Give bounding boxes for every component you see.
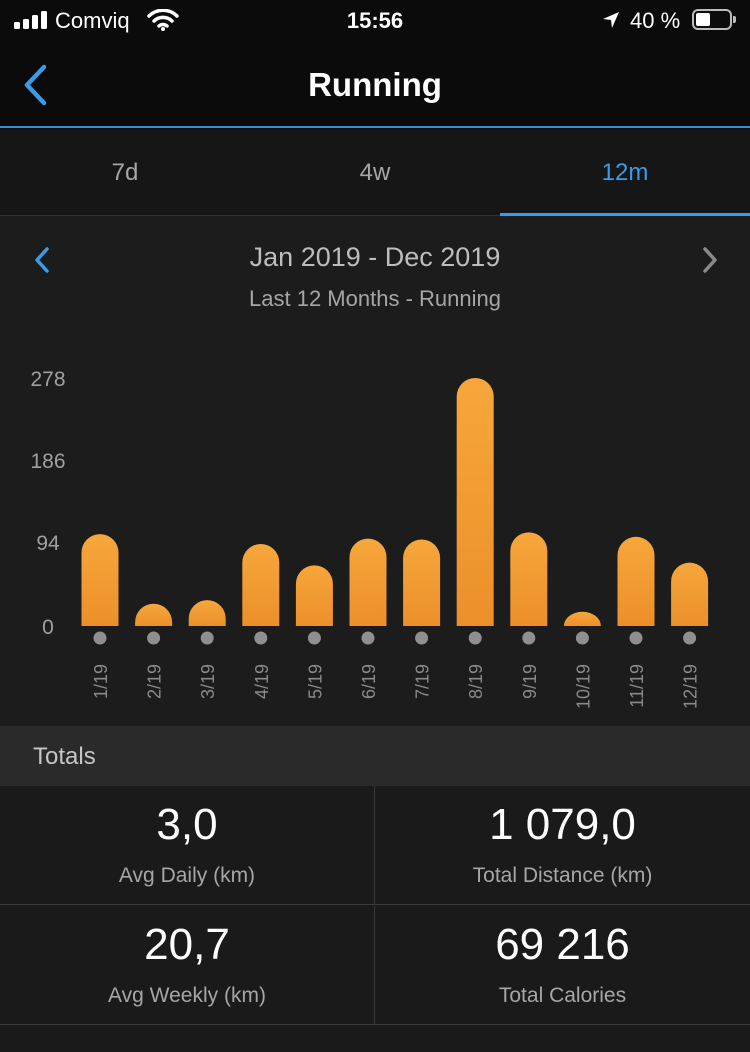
previous-period-button[interactable] bbox=[22, 240, 62, 280]
x-tick-label: 8/19 bbox=[466, 664, 486, 699]
bar-marker-dot[interactable] bbox=[307, 631, 321, 645]
bar-marker-dot[interactable] bbox=[415, 631, 429, 645]
bar-marker-dot[interactable] bbox=[683, 631, 697, 645]
chevron-left-icon bbox=[24, 64, 47, 106]
y-tick-label: 0 bbox=[42, 616, 54, 639]
wifi-icon bbox=[147, 9, 179, 31]
bar-12-19[interactable] bbox=[671, 562, 709, 626]
location-arrow-icon bbox=[603, 12, 619, 28]
bar-marker-dot[interactable] bbox=[361, 631, 375, 645]
y-tick-label: 186 bbox=[30, 450, 65, 473]
bar-9-19[interactable] bbox=[510, 532, 548, 626]
bar-marker-dot[interactable] bbox=[93, 631, 107, 645]
x-tick-label: 5/19 bbox=[305, 664, 325, 699]
stat-value: 20,7 bbox=[144, 920, 230, 969]
totals-header: Totals bbox=[0, 726, 750, 786]
bar-10-19[interactable] bbox=[563, 611, 601, 626]
bar-marker-dot[interactable] bbox=[147, 631, 161, 645]
nav-bar: Running bbox=[0, 42, 750, 128]
period-tabs: 7d 4w 12m bbox=[0, 130, 750, 216]
x-tick-label: 11/19 bbox=[627, 664, 647, 708]
stat-value: 1 079,0 bbox=[489, 800, 636, 849]
stat-label: Avg Weekly (km) bbox=[108, 984, 266, 1007]
bar-3-19[interactable] bbox=[188, 600, 226, 626]
chevron-right-icon bbox=[703, 247, 717, 273]
bar-11-19[interactable] bbox=[617, 536, 655, 626]
tab-4w[interactable]: 4w bbox=[359, 158, 391, 186]
x-tick-label: 7/19 bbox=[413, 664, 433, 699]
x-tick-label: 1/19 bbox=[91, 664, 111, 699]
monthly-distance-chart: 0 94 186 278 1/19 2/19 3/19 4/19 5/19 6/19 7/19 8/1… bbox=[30, 368, 709, 709]
stat-total-distance: 1 079,0 Total Distance (km) bbox=[375, 786, 750, 905]
x-tick-label: 12/19 bbox=[681, 664, 701, 709]
stat-total-calories: 69 216 Total Calories bbox=[375, 906, 750, 1025]
x-tick-label: 10/19 bbox=[573, 664, 593, 709]
status-bar: Comviq 15:56 40 % bbox=[0, 0, 750, 42]
date-range: Jan 2019 - Dec 2019 bbox=[249, 242, 501, 272]
bar-6-19[interactable] bbox=[349, 538, 387, 626]
signal-icon bbox=[14, 11, 48, 29]
stat-value: 3,0 bbox=[156, 800, 218, 849]
chart-panel: Jan 2019 - Dec 2019 Last 12 Months - Run… bbox=[0, 216, 750, 726]
stat-value: 69 216 bbox=[495, 920, 630, 969]
bar-7-19[interactable] bbox=[403, 539, 441, 626]
bar-8-19[interactable] bbox=[456, 378, 494, 626]
bar-marker-dot[interactable] bbox=[522, 631, 536, 645]
y-tick-label: 94 bbox=[36, 532, 60, 555]
x-tick-label: 9/19 bbox=[520, 664, 540, 699]
stat-avg-daily: 3,0 Avg Daily (km) bbox=[0, 786, 375, 905]
chart-subtitle: Last 12 Months - Running bbox=[249, 286, 501, 311]
bar-marker-dot[interactable] bbox=[468, 631, 482, 645]
x-tick-label: 4/19 bbox=[252, 664, 272, 699]
back-button[interactable] bbox=[10, 58, 60, 112]
bar-marker-dot[interactable] bbox=[575, 631, 589, 645]
x-tick-label: 6/19 bbox=[359, 664, 379, 699]
page-title: Running bbox=[308, 66, 442, 103]
carrier-name: Comviq bbox=[55, 8, 130, 33]
bar-4-19[interactable] bbox=[242, 543, 280, 626]
x-tick-label: 2/19 bbox=[145, 664, 165, 699]
stat-avg-weekly: 20,7 Avg Weekly (km) bbox=[0, 906, 375, 1025]
clock: 15:56 bbox=[346, 8, 404, 33]
y-tick-label: 278 bbox=[30, 368, 65, 391]
battery-icon bbox=[692, 9, 736, 30]
bar-2-19[interactable] bbox=[135, 603, 173, 626]
totals-grid: 3,0 Avg Daily (km) 1 079,0 Total Distanc… bbox=[0, 786, 750, 1052]
stat-label: Total Calories bbox=[498, 984, 627, 1007]
totals-label: Totals bbox=[33, 743, 96, 770]
bar-marker-dot[interactable] bbox=[254, 631, 268, 645]
x-tick-label: 3/19 bbox=[198, 664, 218, 699]
stat-label: Total Distance (km) bbox=[472, 864, 653, 887]
stat-label: Avg Daily (km) bbox=[118, 864, 256, 887]
tab-12m[interactable]: 12m bbox=[500, 130, 750, 216]
bar-marker-dot[interactable] bbox=[629, 631, 643, 645]
next-period-button[interactable] bbox=[690, 240, 730, 280]
bar-1-19[interactable] bbox=[81, 534, 119, 626]
bar-marker-dot[interactable] bbox=[200, 631, 214, 645]
bar-5-19[interactable] bbox=[295, 565, 333, 626]
battery-percent: 40 % bbox=[630, 8, 681, 33]
tab-7d[interactable]: 7d bbox=[111, 158, 139, 186]
chevron-left-icon bbox=[35, 247, 49, 273]
